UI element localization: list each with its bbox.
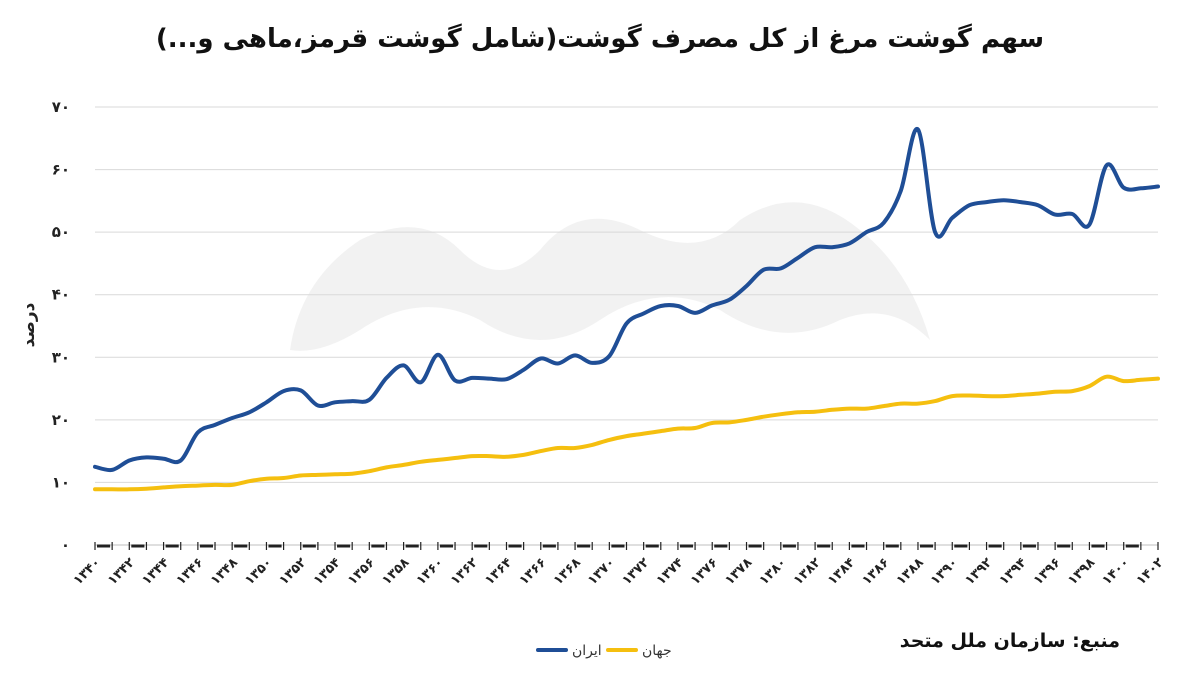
x-tick-label: ۱۳۶۲ <box>448 555 481 588</box>
y-axis-label: درصد <box>19 302 39 347</box>
x-tick-label: ۱۳۴۸ <box>208 555 241 588</box>
y-tick-label: ۷۰ <box>52 98 70 116</box>
x-tick-label: ۱۴۰۲ <box>1134 555 1167 588</box>
source-note: منبع: سازمان ملل متحد <box>899 630 1120 652</box>
series-lines <box>93 127 1160 492</box>
x-tick-label: ۱۳۸۴ <box>825 555 858 588</box>
x-tick-label: ۱۳۹۲ <box>962 555 995 588</box>
x-tick-label: ۱۳۹۰ <box>928 555 961 588</box>
x-tick-label: ۱۳۹۸ <box>1065 555 1098 588</box>
chart-title: سهم گوشت مرغ از کل مصرف گوشت(شامل گوشت ق… <box>155 24 1045 54</box>
x-axis <box>94 542 1159 550</box>
y-tick-label: ۰ <box>61 536 70 554</box>
y-tick-label: ۲۰ <box>52 411 70 429</box>
x-tick-label: ۱۳۸۶ <box>859 555 892 588</box>
x-tick-label: ۱۳۵۲ <box>277 555 310 588</box>
y-tick-label: ۱۰ <box>52 473 70 491</box>
y-axis-ticks: ۰ ۱۰ ۲۰ ۳۰ ۴۰ ۵۰ ۶۰ ۷۰ <box>52 98 70 554</box>
x-tick-label: ۱۳۴۲ <box>105 555 138 588</box>
x-tick-label: ۱۳۶۶ <box>517 555 550 588</box>
watermark-logo <box>290 202 930 351</box>
y-tick-label: ۴۰ <box>52 286 70 304</box>
x-tick-label: ۱۳۹۶ <box>1031 555 1064 588</box>
x-tick-label: ۱۳۷۰ <box>585 555 618 588</box>
x-tick-label: ۱۳۶۴ <box>482 555 515 588</box>
legend-label-world: جهان <box>642 643 672 659</box>
x-tick-label: ۱۳۷۲ <box>619 555 652 588</box>
x-tick-label: ۱۳۷۴ <box>654 555 687 588</box>
x-tick-label: ۱۳۸۸ <box>894 555 927 588</box>
x-axis-ticks: ۱۳۴۰ ۱۳۴۲ ۱۳۴۴ ۱۳۴۶ ۱۳۴۸ ۱۳۵۰ ۱۳۵۲ ۱۳۵۴ ۱۳۵۶ ۱۳۵۸… <box>71 555 1167 588</box>
x-tick-label: ۱۳۸۲ <box>791 555 824 588</box>
x-tick-label: ۱۳۵۶ <box>345 555 378 588</box>
series-line-world <box>93 374 1160 492</box>
y-tick-label: ۵۰ <box>52 223 70 241</box>
x-tick-label: ۱۳۵۰ <box>242 555 275 588</box>
x-tick-label: ۱۳۶۸ <box>551 555 584 588</box>
y-tick-label: ۳۰ <box>52 348 70 366</box>
x-tick-label: ۱۳۵۸ <box>379 555 412 588</box>
x-tick-label: ۱۳۷۶ <box>688 555 721 588</box>
x-tick-label: ۱۳۷۸ <box>722 555 755 588</box>
y-tick-label: ۶۰ <box>52 161 70 179</box>
legend: ایران جهان <box>536 643 672 659</box>
x-tick-label: ۱۳۸۰ <box>757 555 790 588</box>
x-tick-label: ۱۳۴۰ <box>71 555 104 588</box>
x-tick-label: ۱۳۹۴ <box>997 555 1030 588</box>
x-tick-label: ۱۳۵۴ <box>311 555 344 588</box>
gridlines <box>95 106 1158 483</box>
series-line-iran <box>93 127 1160 473</box>
x-tick-label: ۱۳۴۴ <box>139 555 172 588</box>
x-tick-label: ۱۳۶۰ <box>414 555 447 588</box>
x-tick-label: ۱۳۴۶ <box>174 555 207 588</box>
x-tick-label: ۱۴۰۰ <box>1099 555 1132 588</box>
legend-label-iran: ایران <box>572 643 602 659</box>
